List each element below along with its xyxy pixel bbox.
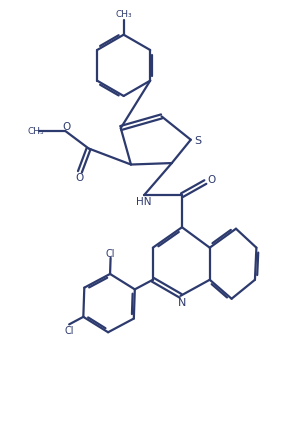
Text: HN: HN <box>136 197 152 207</box>
Text: Cl: Cl <box>64 325 74 335</box>
Text: CH₃: CH₃ <box>115 10 132 19</box>
Text: O: O <box>76 173 84 183</box>
Text: S: S <box>195 135 202 145</box>
Text: Cl: Cl <box>106 248 115 258</box>
Text: O: O <box>63 121 71 131</box>
Text: O: O <box>208 175 216 185</box>
Text: N: N <box>178 297 186 307</box>
Text: CH₃: CH₃ <box>28 127 44 136</box>
